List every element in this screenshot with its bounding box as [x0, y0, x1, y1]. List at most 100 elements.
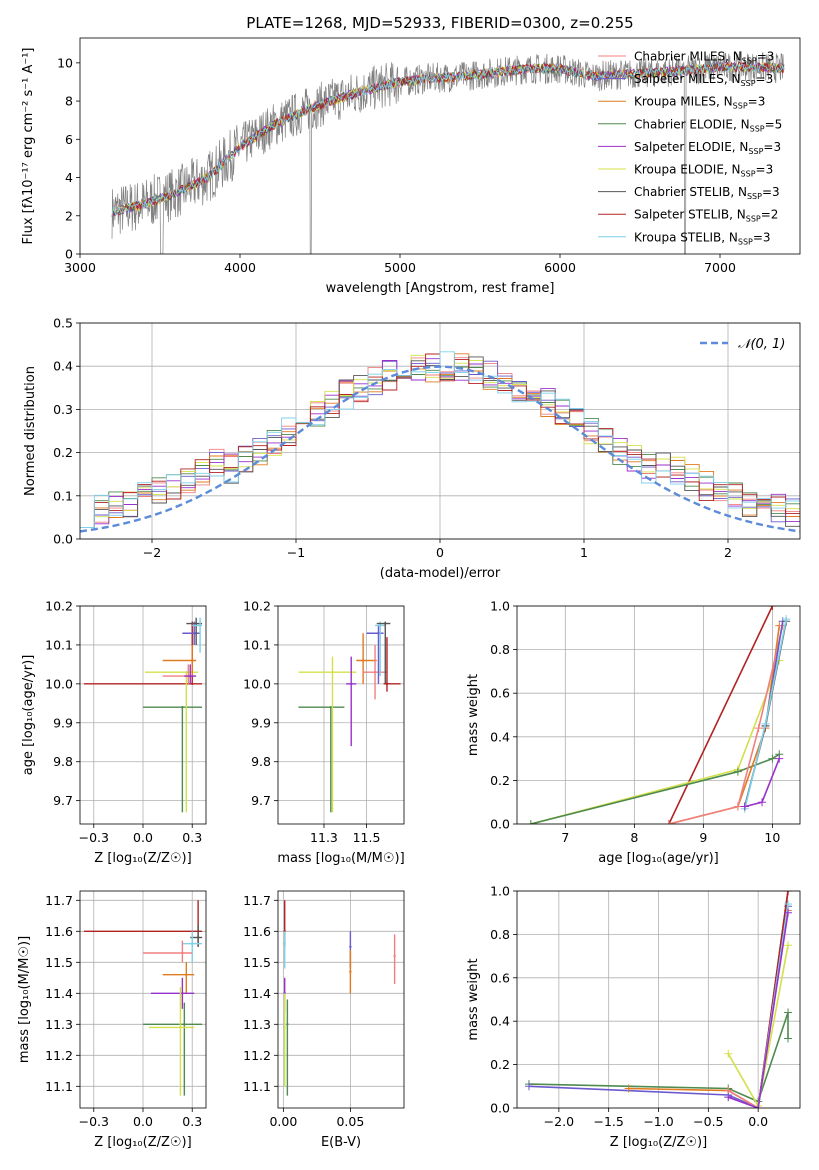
mass-vs-ebv-panel: 0.00 0.05 11.1 11.2 11.3 11.4 11.5 11.6 11.7 E(B-…	[243, 890, 405, 1150]
model-spectrum	[111, 61, 785, 217]
mass-weight-marker	[784, 908, 793, 917]
x-axis-label: wavelength [Angstrom, rest frame]	[326, 281, 555, 296]
y-tick-label: 9.9	[251, 715, 271, 730]
y-tick-label: 0.0	[490, 817, 510, 832]
mass-weight-line	[668, 625, 781, 824]
x-tick-label: −2.0	[544, 1114, 574, 1129]
y-axis-label: mass weight	[466, 674, 481, 756]
x-tick-label: 0.3	[182, 830, 202, 845]
y-tick-label: 0.8	[490, 642, 510, 657]
y-tick-label: 0.2	[53, 445, 73, 460]
estimate-point	[192, 632, 196, 635]
mass-weight-line	[668, 606, 774, 824]
mass-weight-line	[728, 912, 789, 1108]
y-tick-label: 0.4	[490, 1014, 510, 1029]
plot-area	[298, 621, 401, 813]
axes-frame: −2.0 −1.5 −1.0 −0.5 0.0 0.0 0.2 0.4 0.6 0.8 1.0 Z […	[466, 884, 801, 1150]
estimate-point	[283, 942, 286, 945]
estimate-point	[378, 624, 382, 627]
y-tick-label: 6	[65, 132, 73, 147]
age-vs-metallicity-panel: −0.3 0.0 0.3 9.7 9.8 9.9 10.0 10.1 10.2 Z [log₁₀(…	[21, 599, 207, 866]
y-axis-label: mass weight	[466, 958, 481, 1040]
normal-distribution-curve	[80, 365, 800, 533]
y-tick-label: 11.1	[243, 1079, 271, 1094]
y-tick-label: 9.7	[53, 793, 73, 808]
x-tick-label: 0.0	[133, 1114, 153, 1129]
y-tick-label: 0.3	[53, 402, 73, 417]
estimate-point	[181, 951, 184, 955]
mass-vs-metallicity-panel: −0.3 0.0 0.3 11.1 11.2 11.3 11.4 11.5 11.6 11.7 Z …	[17, 890, 207, 1150]
x-tick-label: 5000	[384, 260, 416, 275]
plot-area	[111, 50, 785, 254]
axes-border	[516, 605, 801, 825]
y-tick-label: 10.0	[45, 676, 73, 691]
model-spectrum	[111, 61, 785, 217]
y-tick-label: 11.3	[243, 1017, 271, 1032]
axes-frame: 11.3 11.5 9.7 9.8 9.9 10.0 10.1 10.2 mass [log₁₀…	[243, 599, 405, 867]
legend-entry: Kroupa MILES, NSSP=3	[634, 95, 765, 111]
legend-entry: Chabrier STELIB, NSSP=3	[634, 185, 780, 201]
x-tick-label: 6000	[544, 260, 576, 275]
estimate-point	[283, 1026, 286, 1029]
y-tick-label: 10.1	[45, 637, 73, 652]
x-tick-label: 4000	[224, 260, 256, 275]
y-axis-label: Flux [fλ10⁻¹⁷ erg cm⁻² s⁻¹ A⁻¹]	[21, 48, 36, 245]
y-tick-label: 9.8	[251, 754, 271, 769]
x-tick-label: 0.3	[182, 1114, 202, 1129]
y-tick-label: 10.2	[45, 599, 73, 614]
y-tick-label: 10.0	[243, 676, 271, 691]
mass-weight-marker	[664, 820, 673, 824]
estimate-point	[185, 973, 188, 976]
x-tick-label: 0.05	[336, 1114, 364, 1129]
y-tick-label: 10.1	[243, 637, 271, 652]
x-tick-label: 1	[580, 545, 588, 560]
axes-frame: 7 8 9 10 0.0 0.2 0.4 0.6 0.8 1.0 age [log₁₀(age/yr…	[466, 599, 801, 866]
y-tick-label: 0.0	[53, 532, 73, 547]
y-tick-label: 1.0	[490, 599, 510, 614]
y-tick-label: 0.8	[490, 927, 510, 942]
y-tick-label: 0.1	[53, 488, 73, 503]
mass-weight-vs-metallicity-panel: −2.0 −1.5 −1.0 −0.5 0.0 0.0 0.2 0.4 0.6 0.8 1.0 Z […	[466, 884, 801, 1150]
mass-weight-vs-age-panel: 7 8 9 10 0.0 0.2 0.4 0.6 0.8 1.0 age [log₁₀(age/yr…	[466, 599, 801, 866]
plot-area	[80, 351, 800, 533]
estimate-point	[373, 670, 377, 674]
axes-frame: −0.3 0.0 0.3 11.1 11.2 11.3 11.4 11.5 11.6 11.7 Z …	[17, 890, 207, 1150]
x-tick-label: −0.5	[693, 1114, 723, 1129]
residuals-legend: 𝒩(0, 1)	[700, 337, 785, 352]
y-tick-label: 11.6	[243, 924, 271, 939]
x-tick-label: 2	[724, 545, 732, 560]
x-tick-label: −1.5	[593, 1114, 623, 1129]
legend-entry: Chabrier MILES, NSSP=3	[634, 50, 774, 66]
mass-weight-line	[668, 625, 784, 824]
plot-area	[83, 900, 203, 1096]
estimate-point	[329, 706, 332, 709]
figure-title: PLATE=1268, MJD=52933, FIBERID=0300, z=0…	[246, 14, 633, 32]
mass-weight-marker	[784, 891, 793, 895]
y-tick-label: 2	[65, 208, 73, 223]
x-tick-label: −1	[287, 545, 305, 560]
estimate-point	[349, 945, 352, 948]
x-tick-label: −1.0	[643, 1114, 673, 1129]
y-tick-label: 9.7	[251, 793, 271, 808]
mass-weight-marker	[768, 754, 777, 763]
y-tick-label: 11.7	[243, 893, 271, 908]
mass-weight-marker	[761, 719, 770, 728]
estimate-point	[189, 674, 192, 678]
mass-weight-marker	[724, 1093, 733, 1102]
mass-weight-marker	[724, 1049, 733, 1058]
x-tick-label: 0.0	[133, 830, 153, 845]
x-tick-label: 7000	[704, 260, 736, 275]
mass-weight-marker	[768, 606, 777, 610]
y-tick-label: 8	[65, 94, 73, 109]
legend-entry: Salpeter STELIB, NSSP=2	[634, 208, 778, 224]
x-axis-label: E(B-V)	[321, 1135, 361, 1150]
y-tick-label: 11.1	[45, 1079, 73, 1094]
y-tick-label: 10	[57, 55, 73, 70]
y-tick-label: 1.0	[490, 884, 510, 899]
estimate-point	[393, 954, 396, 958]
mass-weight-line	[530, 660, 781, 824]
x-axis-label: age [log₁₀(age/yr)]	[598, 851, 719, 866]
estimate-point	[191, 682, 194, 686]
estimate-point	[377, 632, 380, 635]
